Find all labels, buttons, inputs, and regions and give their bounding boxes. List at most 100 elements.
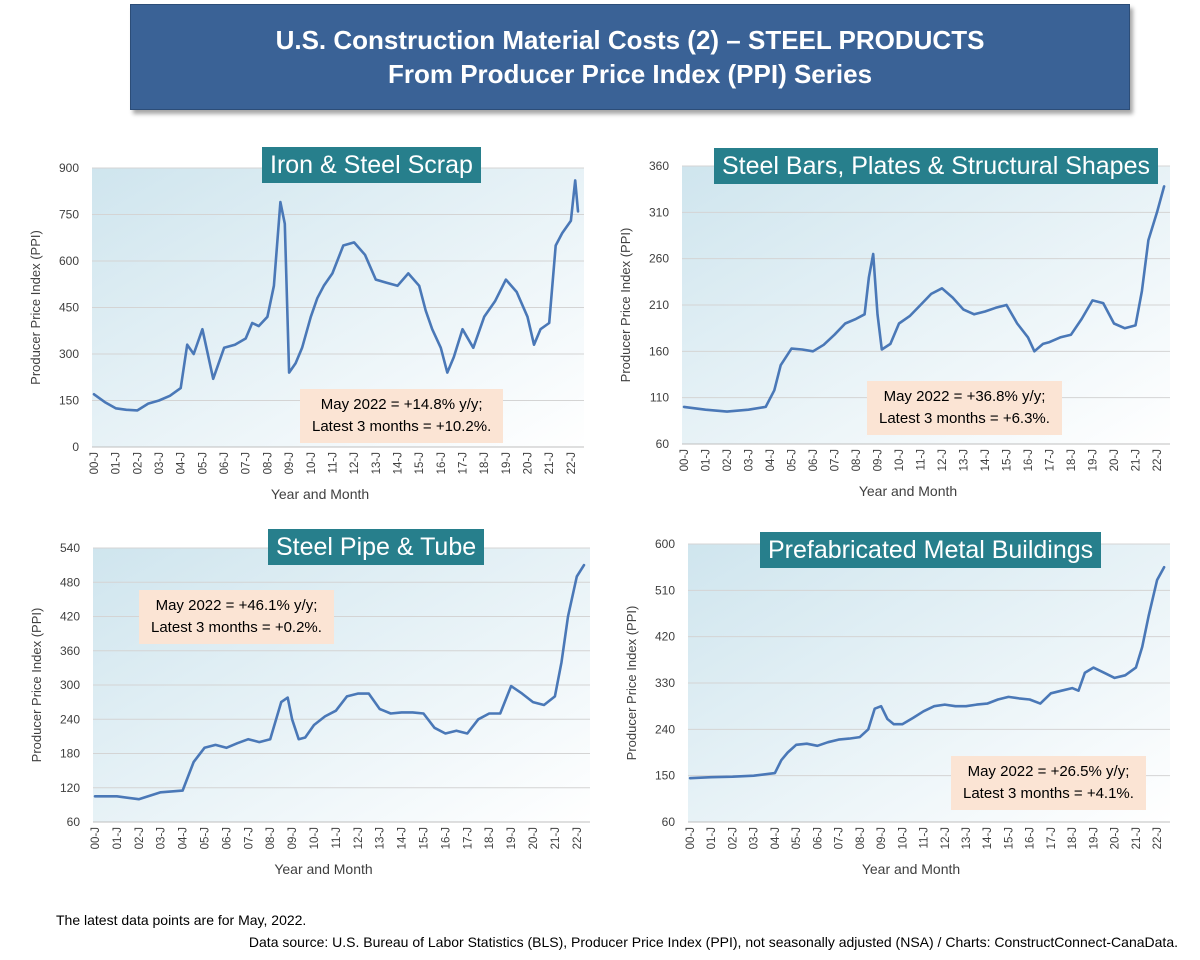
y-tick-label: 240 [60, 712, 80, 726]
x-tick-label: 13-J [371, 452, 383, 474]
y-tick-label: 300 [60, 678, 80, 692]
y-tick-label: 150 [59, 394, 79, 408]
x-tick-label: 20-J [1109, 449, 1121, 471]
x-tick-label: 06-J [812, 827, 824, 849]
series-line [93, 563, 586, 801]
title-banner: U.S. Construction Material Costs (2) – S… [130, 4, 1130, 110]
x-tick-label: 10-J [309, 827, 321, 849]
x-tick-label: 00-J [679, 449, 691, 471]
x-tick-label: 16-J [440, 827, 452, 849]
y-axis-label: Producer Price Index (PPI) [624, 606, 639, 761]
x-tick-label: 22-J [1152, 449, 1164, 471]
note-line-1: May 2022 = +46.1% y/y; [155, 597, 318, 614]
x-tick-label: 01-J [700, 449, 712, 471]
chart-title: Prefabricated Metal Buildings [760, 532, 1102, 568]
note-line-1: May 2022 = +36.8% y/y; [883, 388, 1046, 405]
y-axis-label: Producer Price Index (PPI) [29, 608, 44, 763]
x-tick-label: 21-J [550, 827, 562, 849]
x-tick-label: 00-J [90, 827, 102, 849]
x-tick-label: 10-J [306, 452, 318, 474]
x-tick-label: 13-J [375, 827, 387, 849]
x-tick-label: 08-J [855, 827, 867, 849]
x-tick-label: 00-J [685, 827, 697, 849]
x-tick-label: 12-J [940, 827, 952, 849]
x-tick-label: 04-J [765, 449, 777, 471]
y-tick-label: 360 [60, 644, 80, 658]
x-tick-label: 19-J [506, 827, 518, 849]
y-tick-label: 120 [60, 781, 80, 795]
y-tick-label: 600 [59, 254, 79, 268]
y-tick-label: 310 [649, 205, 669, 219]
x-tick-label: 04-J [178, 827, 190, 849]
x-tick-label: 05-J [200, 827, 212, 849]
x-tick-label: 10-J [897, 827, 909, 849]
x-tick-label: 12-J [353, 827, 365, 849]
x-tick-label: 18-J [1066, 449, 1078, 471]
y-tick-label: 540 [60, 541, 80, 555]
x-tick-label: 02-J [722, 449, 734, 471]
y-tick-label: 240 [655, 722, 675, 736]
footnote-data-source: Data source: U.S. Bureau of Labor Statis… [248, 934, 1178, 950]
y-tick-label: 750 [59, 208, 79, 222]
note-line-2: Latest 3 months = +4.1%. [963, 785, 1134, 802]
page-subtitle: From Producer Price Index (PPI) Series [387, 59, 873, 89]
y-tick-label: 330 [655, 676, 675, 690]
x-tick-label: 09-J [876, 827, 888, 849]
y-tick-label: 600 [655, 537, 675, 551]
chart-title: Steel Bars, Plates & Structural Shapes [714, 148, 1158, 184]
chart-panel-prefab-metal-buildings: 60 150 240 330 420 510 600 00-J 01-J 02-J 03-J 04-J… [600, 520, 1200, 900]
x-tick-label: 08-J [262, 452, 274, 474]
chart-title: Steel Pipe & Tube [268, 529, 485, 565]
note-box: May 2022 = +46.1% y/y; Latest 3 months =… [139, 590, 334, 644]
y-tick-label: 450 [59, 301, 79, 315]
x-tick-label: 03-J [156, 827, 168, 849]
y-tick-label: 260 [649, 252, 669, 266]
x-tick-label: 01-J [111, 452, 123, 474]
chart-2: 60 110 160 210 260 310 360 00-J 01-J 02-J 03-J 04-J… [618, 159, 1170, 499]
x-tick-label: 19-J [1087, 449, 1099, 471]
x-tick-label: 03-J [743, 449, 755, 471]
x-tick-label: 22-J [566, 452, 578, 474]
chart-panel-steel-pipe-tube: 60 120 180 240 300 360 420 480 540 00-J 01-J 02-J 03… [0, 520, 600, 900]
y-tick-label: 60 [67, 815, 81, 829]
chart-panel-steel-bars: 60 110 160 210 260 310 360 00-J 01-J 02-J 03-J 04-J… [600, 140, 1200, 510]
x-tick-label: 15-J [419, 827, 431, 849]
x-tick-label: 10-J [894, 449, 906, 471]
x-tick-label: 15-J [414, 452, 426, 474]
x-tick-label: 17-J [1046, 827, 1058, 849]
x-tick-label: 08-J [265, 827, 277, 849]
x-tick-label: 05-J [197, 452, 209, 474]
x-tick-label: 21-J [544, 452, 556, 474]
y-tick-label: 160 [649, 344, 669, 358]
y-tick-label: 300 [59, 347, 79, 361]
x-tick-label: 09-J [872, 449, 884, 471]
x-tick-label: 14-J [392, 452, 404, 474]
y-tick-label: 110 [650, 391, 669, 405]
x-tick-label: 12-J [937, 449, 949, 471]
x-tick-label: 09-J [284, 452, 296, 474]
x-tick-label: 13-J [961, 827, 973, 849]
y-tick-label: 210 [649, 298, 669, 312]
x-axis-label: Year and Month [862, 861, 960, 877]
x-tick-label: 04-J [770, 827, 782, 849]
page-title: U.S. Construction Material Costs (2) – S… [275, 25, 985, 55]
x-axis-label: Year and Month [271, 486, 369, 502]
x-tick-label: 15-J [1003, 827, 1015, 849]
chart-title: Iron & Steel Scrap [262, 147, 481, 183]
chart-4: 60 150 240 330 420 510 600 00-J 01-J 02-J 03-J 04-J… [624, 537, 1170, 877]
y-tick-label: 60 [662, 815, 676, 829]
note-line-1: May 2022 = +14.8% y/y; [320, 396, 483, 413]
y-tick-label: 480 [60, 575, 80, 589]
x-axis-label: Year and Month [859, 483, 957, 499]
x-tick-label: 01-J [706, 827, 718, 849]
x-tick-label: 11-J [331, 827, 343, 849]
x-tick-label: 12-J [349, 452, 361, 474]
x-tick-label: 20-J [528, 827, 540, 849]
x-tick-label: 16-J [1025, 827, 1037, 849]
x-tick-label: 13-J [958, 449, 970, 471]
x-tick-label: 06-J [221, 827, 233, 849]
chart-3: 60 120 180 240 300 360 420 480 540 00-J 01-J 02-J 03… [29, 541, 590, 877]
x-tick-label: 17-J [458, 452, 470, 474]
x-tick-label: 02-J [727, 827, 739, 849]
x-tick-label: 17-J [1044, 449, 1056, 471]
